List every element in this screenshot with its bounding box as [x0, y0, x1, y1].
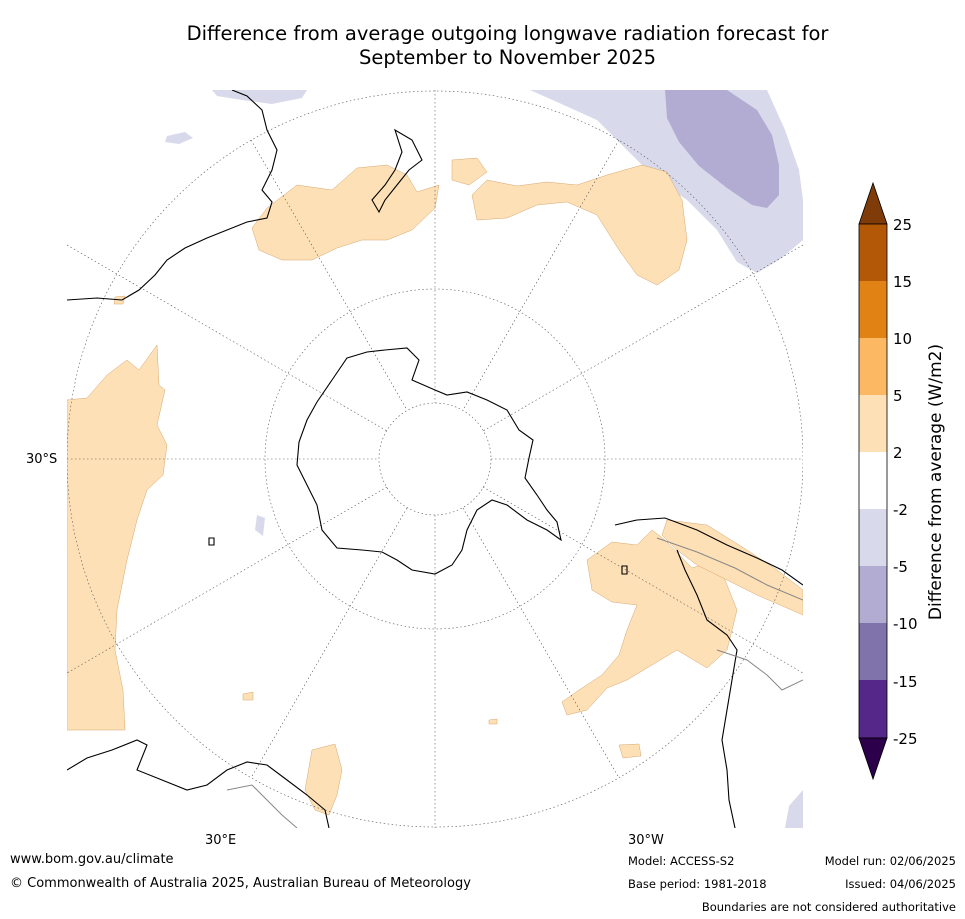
colorbar-label: Difference from average (W/m2) [926, 343, 946, 621]
colorbar-band-neutral [859, 452, 887, 509]
new-zealand-coastline [371, 128, 423, 214]
model-run-text: Model run: 02/06/2025 [824, 854, 956, 868]
website-link[interactable]: www.bom.gov.au/climate [10, 852, 174, 867]
small-island-2 [621, 565, 628, 575]
base-period-text: Base period: 1981-2018 [628, 877, 767, 891]
colorbar-tick-m15: -15 [893, 673, 918, 691]
issued-text: Issued: 04/06/2025 [845, 877, 956, 891]
south-america-west-coastline [676, 549, 738, 828]
graticule [67, 90, 803, 828]
polar-map [67, 90, 803, 828]
anomaly-pos-region-small-3 [242, 691, 254, 701]
anomaly-neg-corner [785, 790, 803, 828]
colorbar-tick-5: 5 [893, 387, 903, 405]
anomaly-pos-region-indian-ocean [251, 164, 440, 261]
coastlines [67, 90, 803, 828]
colorbar-band-10-15 [859, 281, 887, 338]
colorbar-band-2-5 [859, 395, 887, 452]
anomaly-neg-mid-region [665, 90, 779, 208]
lon-label-30e: 30°E [205, 833, 237, 848]
colorbar-extend-top [858, 181, 888, 225]
model-text: Model: ACCESS-S2 [628, 854, 735, 868]
colorbar-band-m5-m10 [859, 566, 887, 623]
colorbar-tick-m25: -25 [893, 730, 918, 748]
south-america-coastline [614, 517, 803, 586]
colorbar-tick-15: 15 [893, 273, 913, 291]
anomaly-pos-region-pacific-1 [471, 164, 688, 286]
boundaries [226, 537, 803, 828]
anomaly-neg-small-2 [255, 515, 265, 536]
anomaly-pos-region-tasman [451, 157, 488, 186]
colorbar-band-m15-m25 [859, 680, 887, 738]
anomaly-neg-light-region [212, 90, 307, 104]
anomaly-pos-region-small-1 [618, 743, 642, 759]
colorbar-tick-m2: -2 [893, 501, 908, 519]
colorbar-extend-bottom [858, 737, 888, 781]
anomaly-pos-region-small-4 [488, 718, 498, 725]
colorbar-tick-2: 2 [893, 444, 903, 462]
africa-coastline [67, 739, 330, 828]
colorbar [858, 181, 888, 781]
colorbar-band-5-10 [859, 338, 887, 395]
lon-label-30w: 30°W [628, 833, 664, 848]
antarctica-coastline [296, 347, 562, 575]
small-island-1 [208, 537, 215, 546]
map-title: Difference from average outgoing longwav… [80, 22, 935, 70]
colorbar-tick-m10: -10 [893, 615, 918, 633]
colorbar-band-m10-m15 [859, 623, 887, 680]
lat-label-30s: 30°S [26, 452, 58, 467]
copyright-text: © Commonwealth of Australia 2025, Austra… [10, 876, 471, 891]
anomaly-pos-region-west-africa [67, 344, 168, 731]
title-line-2: September to November 2025 [358, 46, 657, 69]
title-line-1: Difference from average outgoing longwav… [186, 22, 829, 45]
anomaly-pos-region-south-america [561, 529, 738, 716]
colorbar-tick-10: 10 [893, 330, 913, 348]
colorbar-band-15-25 [859, 224, 887, 281]
colorbar-tick-25: 25 [893, 216, 913, 234]
colorbar-tick-m5: -5 [893, 558, 908, 576]
anomaly-pos-region-sw-africa [304, 743, 343, 816]
anomaly-neg-small-1 [165, 132, 193, 144]
australia-coastline [67, 90, 278, 301]
colorbar-band-m2-m5 [859, 509, 887, 566]
disclaimer-text: Boundaries are not considered authoritat… [701, 900, 956, 914]
